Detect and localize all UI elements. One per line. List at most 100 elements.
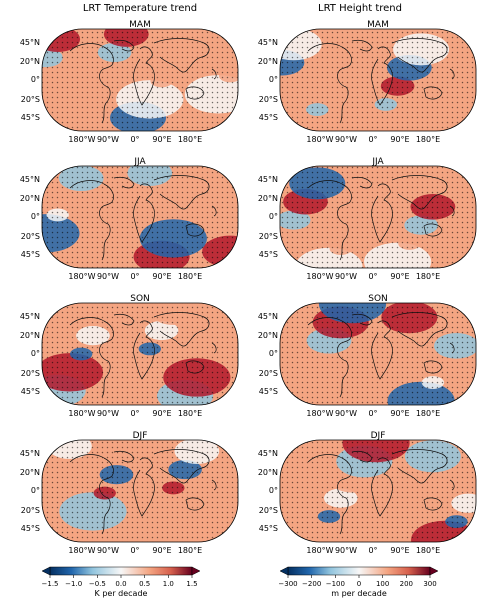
- lat-label: 20°S: [21, 95, 40, 104]
- lon-label: 180°E: [416, 135, 440, 144]
- colorbar-tick-label: −1.5: [42, 580, 59, 588]
- lat-label: 20°S: [259, 95, 278, 104]
- coastline: [185, 360, 205, 374]
- coastline: [113, 313, 135, 326]
- coastline: [185, 223, 205, 237]
- lon-label: 180°E: [416, 409, 440, 418]
- coastline: [351, 176, 373, 189]
- lon-label: 90°W: [335, 272, 357, 281]
- lat-label: 45°S: [21, 250, 40, 259]
- colorbar-height-left-arrow: [279, 566, 289, 576]
- lon-label: 0°: [368, 409, 377, 418]
- map-panel-height-son: SON 45°N 20°N 0° 20°S 45°S 180°W 90°W 0° 90°E 180°…: [258, 294, 477, 418]
- coastline: [307, 180, 352, 261]
- column-title-height: LRT Height trend: [318, 3, 402, 14]
- colorbar-tick-label: −200: [302, 580, 321, 588]
- lon-label: 0°: [130, 272, 139, 281]
- season-title: MAM: [129, 20, 151, 30]
- coastline: [371, 457, 393, 517]
- lat-label: 45°N: [258, 175, 278, 184]
- lat-label: 45°S: [259, 387, 278, 396]
- significance-stipple: [42, 440, 238, 542]
- lon-label: 0°: [130, 135, 139, 144]
- lat-label: 0°: [31, 75, 40, 84]
- coastline: [449, 205, 455, 217]
- coastline: [153, 175, 210, 210]
- colorbar-height-label: m per decade: [331, 589, 387, 598]
- lat-label: 20°S: [259, 232, 278, 241]
- coastline: [449, 68, 455, 80]
- column-title-temperature: LRT Temperature trend: [83, 3, 197, 14]
- coastline: [153, 312, 210, 347]
- coastline: [69, 180, 114, 261]
- lon-label: 0°: [130, 409, 139, 418]
- lon-label: 90°E: [152, 546, 171, 555]
- colorbar-tick-label: −0.5: [89, 580, 106, 588]
- lat-label: 20°S: [21, 506, 40, 515]
- coastline: [133, 320, 155, 380]
- lat-label: 45°N: [20, 38, 40, 47]
- lon-label: 90°E: [390, 409, 409, 418]
- significance-stipple: [42, 303, 238, 405]
- coastline: [449, 479, 455, 491]
- coastline: [69, 43, 114, 124]
- map-frame: [279, 302, 477, 406]
- map-frame: [279, 28, 477, 132]
- colorbar-height-right-arrow: [429, 566, 439, 576]
- coastline: [153, 449, 210, 484]
- lat-label: 45°S: [21, 387, 40, 396]
- coastline: [133, 457, 155, 517]
- coastline: [351, 39, 373, 52]
- season-title: JJA: [371, 157, 384, 167]
- lat-label: 45°S: [21, 113, 40, 122]
- season-title: SON: [368, 294, 388, 304]
- map-panel-temp-son: SON 45°N 20°N 0° 20°S 45°S 180°W 90°W 0° 90°E 180°…: [20, 294, 239, 418]
- lat-label: 45°S: [259, 113, 278, 122]
- lon-label: 90°W: [97, 546, 119, 555]
- colorbar-tick-label: 1.5: [186, 580, 197, 588]
- coastline: [351, 313, 373, 326]
- lat-label: 45°N: [258, 449, 278, 458]
- lon-label: 0°: [368, 272, 377, 281]
- coastline: [391, 449, 448, 484]
- lon-label: 180°W: [306, 272, 333, 281]
- colorbar-height-ramp: [287, 566, 431, 576]
- coastline: [153, 38, 210, 73]
- lat-label: 20°N: [258, 468, 278, 477]
- lon-label: 180°W: [68, 546, 95, 555]
- lon-label: 90°W: [97, 409, 119, 418]
- lat-label: 20°S: [21, 232, 40, 241]
- coastline: [211, 68, 217, 80]
- coastline: [391, 175, 448, 210]
- significance-stipple: [280, 303, 476, 405]
- coastline: [423, 360, 443, 374]
- colorbar-tick-label: 300: [423, 580, 436, 588]
- significance-stipple: [42, 29, 238, 131]
- lon-label: 180°E: [416, 272, 440, 281]
- lat-label: 20°S: [259, 369, 278, 378]
- lat-label: 20°S: [259, 506, 278, 515]
- lon-label: 90°E: [390, 272, 409, 281]
- lat-label: 45°N: [258, 312, 278, 321]
- map-frame: [279, 439, 477, 543]
- coastline: [133, 46, 155, 106]
- significance-stipple: [280, 440, 476, 542]
- colorbar-tick-label: 100: [376, 580, 389, 588]
- lat-label: 20°N: [258, 194, 278, 203]
- map-frame: [279, 165, 477, 269]
- significance-stipple: [280, 166, 476, 268]
- lon-label: 180°W: [68, 272, 95, 281]
- lon-label: 90°W: [97, 135, 119, 144]
- lon-label: 180°E: [178, 409, 202, 418]
- map-panel-temp-jja: JJA 45°N 20°N 0° 20°S 45°S 180°W 90°W 0° 90°E 180°…: [20, 157, 239, 281]
- lat-label: 0°: [31, 212, 40, 221]
- lon-label: 90°E: [152, 272, 171, 281]
- coastline: [423, 497, 443, 511]
- coastline: [69, 454, 114, 535]
- lon-label: 90°E: [390, 135, 409, 144]
- lon-label: 180°E: [178, 135, 202, 144]
- coastline: [423, 86, 443, 100]
- lat-label: 0°: [31, 349, 40, 358]
- lon-label: 0°: [368, 546, 377, 555]
